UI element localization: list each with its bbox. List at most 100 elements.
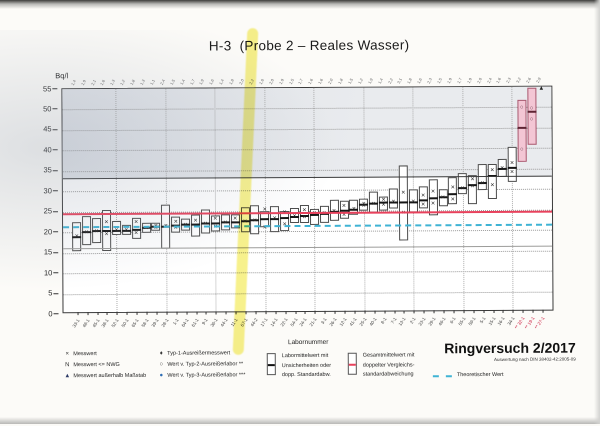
y-tick	[53, 313, 59, 315]
lab-mean-line	[448, 193, 458, 196]
measurement-x-marker: ×	[134, 230, 139, 238]
x-tick	[176, 311, 178, 315]
x-tick	[532, 309, 534, 313]
labormittelwert-box-icon	[266, 353, 276, 376]
top-label: 1,9	[366, 77, 374, 85]
top-label: 1,6	[257, 77, 265, 86]
diamond-marker-icon: ♦	[159, 350, 163, 357]
x-tick	[304, 310, 306, 314]
measurement-x-marker: ×	[371, 200, 376, 208]
top-label: 1,6	[317, 77, 325, 85]
x-tick	[166, 311, 168, 315]
y-tick-label: 15	[43, 247, 53, 257]
top-label: 1,6	[307, 77, 315, 85]
x-tick	[285, 311, 287, 315]
measurement-x-marker: ×	[470, 182, 475, 190]
outlier-circle-marker: ○	[529, 105, 534, 112]
circle-marker-icon: ○	[159, 361, 164, 368]
top-label: 2,2	[247, 77, 255, 86]
x-tick	[156, 311, 158, 315]
top-label: 1,9	[445, 76, 453, 85]
legend-labormittelwert-label: Labormittelwert mit Unsicherheiten oder …	[281, 352, 332, 379]
lab-mean-line	[507, 166, 517, 169]
gesamtmittelwert-mean-line	[348, 363, 356, 366]
filled-circle-marker-icon: ●	[159, 372, 164, 379]
legend-messwert: × Messwert	[63, 351, 96, 357]
measurement-x-marker: ×	[490, 166, 495, 174]
top-label: 2,9	[534, 76, 542, 84]
top-label: 2,0	[475, 76, 483, 85]
measurement-x-marker: ×	[460, 185, 465, 193]
measurement-x-marker: ×	[134, 218, 139, 226]
measurement-x-marker: ×	[292, 213, 297, 221]
x-tick	[522, 309, 524, 313]
top-label-row: 1,4 1,9 2,1 1,6 1,3 1,2 1,8 1,3 1,1 2,4 1,5 1,4 1,7 1…	[61, 59, 552, 88]
measurement-x-marker: ×	[490, 181, 495, 189]
measurement-x-marker: ×	[450, 184, 455, 192]
x-tick	[324, 310, 326, 314]
y-tick	[52, 210, 58, 213]
y-tick-label: 20	[43, 226, 53, 237]
top-label: 1,4	[218, 78, 226, 86]
chart-title: H-3 (Probe 2 – Reales Wasser)	[208, 37, 410, 54]
measurement-x-marker: ×	[421, 192, 426, 200]
top-label: 1,9	[79, 78, 87, 87]
y-tick-label: 55	[42, 83, 52, 93]
measurement-x-marker: ×	[509, 159, 515, 167]
theoretical-value-line-icon	[432, 375, 452, 378]
legend-gesamtmittelwert-label: Gesamtmittelwert mit doppelter Vergleich…	[362, 352, 415, 378]
y-tick	[52, 190, 58, 192]
y-tick	[53, 292, 59, 294]
measurement-x-marker: ×	[124, 226, 129, 234]
top-label: 1,1	[148, 78, 156, 86]
h-gridline	[63, 291, 553, 295]
lab-mean-line	[280, 217, 290, 220]
legend-typ1-label: Typ-1-Ausreißermesswert	[167, 350, 231, 357]
x-tick	[275, 311, 277, 315]
top-label: 2,2	[386, 77, 394, 85]
measurement-x-marker: ×	[104, 231, 109, 239]
nwg-marker-icon: N	[65, 362, 70, 369]
x-tick	[215, 311, 217, 315]
measurement-x-marker: ×	[272, 215, 277, 223]
x-tick	[116, 311, 118, 315]
top-label: 1,8	[228, 78, 236, 86]
top-label: 1,2	[119, 78, 127, 86]
measurement-x-marker: ×	[421, 200, 426, 208]
top-label: 1,6	[99, 78, 107, 87]
legend-typ3-label: Wert v. Typ-3-Ausreißerlabor ***	[167, 372, 246, 379]
y-tick	[52, 129, 58, 131]
legend-ausserhalb: ▲ Messwert außerhalb Maßstab	[63, 373, 146, 379]
scan-shadow-bottom	[0, 417, 600, 424]
outlier-circle-marker: ○	[519, 105, 524, 112]
x-tick	[97, 312, 99, 316]
gesamtmittelwert-box-icon	[347, 352, 357, 375]
y-tick	[52, 149, 58, 151]
top-label: 2,3	[426, 77, 434, 85]
x-tick	[443, 310, 445, 314]
lab-mean-line	[260, 218, 270, 221]
measurement-x-marker: ×	[233, 214, 238, 222]
top-label: 2,0	[237, 78, 245, 86]
x-tick	[225, 311, 227, 315]
legend-theoretisch: Theoretischer Wert	[457, 372, 504, 378]
measurement-x-marker: ×	[94, 227, 99, 235]
x-tick	[473, 310, 475, 314]
measurement-x-marker: ×	[430, 188, 436, 196]
y-tick-label: 45	[43, 124, 52, 134]
x-tick	[314, 310, 316, 314]
top-label: 1,5	[346, 77, 354, 85]
top-label: 1,5	[168, 78, 176, 86]
measurement-x-marker: ×	[74, 233, 79, 241]
x-tick	[245, 311, 247, 315]
x-tick	[374, 310, 376, 314]
top-label: 1,6	[208, 78, 216, 86]
y-axis: 0 5 10 15 20 25 30 35 40 45 50 55	[25, 83, 59, 318]
x-tick	[186, 311, 188, 315]
x-tick	[502, 309, 504, 313]
x-tick	[542, 309, 544, 313]
measurement-x-marker: ×	[84, 228, 89, 236]
report-title: Ringversuch 2/2017	[444, 339, 576, 357]
